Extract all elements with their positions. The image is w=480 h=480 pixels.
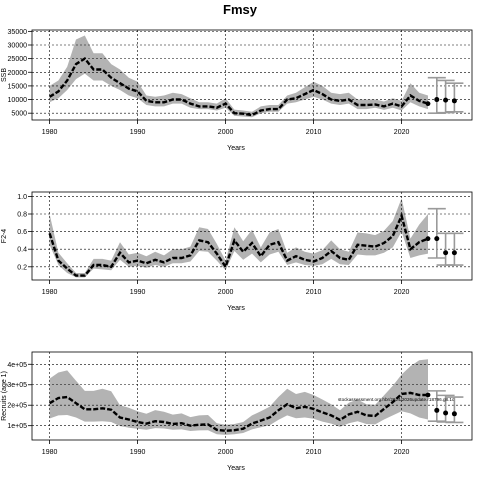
f24-y-axis-title: F2-4: [1, 229, 8, 244]
panel-recruits: 1980 1990 2000 2010 2020 1e+05 2e+05 3e+05 4e+05…: [1, 351, 473, 472]
x-tick-label: 2020: [394, 289, 410, 296]
forecast-point: [443, 410, 449, 416]
x-tick-label: 1990: [130, 289, 146, 296]
f24-last-point: [425, 236, 431, 242]
footnote-text: stockassessment.org.hbr/2024/2026update.…: [338, 397, 455, 402]
y-tick-label: 35000: [8, 29, 28, 36]
ssb-y-axis-title: SSB: [1, 68, 8, 82]
x-tick-label: 1980: [42, 289, 58, 296]
recruits-last-point: [425, 392, 431, 398]
panel-ssb: 1980 1990 2000 2010 2020 5000 10000 15000 20000 2…: [1, 29, 473, 152]
forecast-point: [434, 97, 440, 103]
recruits-plot-frame: [31, 351, 473, 441]
y-tick-label: 1e+05: [7, 423, 27, 430]
ssb-last-point: [425, 101, 431, 107]
x-tick-label: 2010: [306, 129, 322, 136]
x-tick-label: 2020: [394, 129, 410, 136]
panel-f24: 1980 1990 2000 2010 2020 0.2 0.4 0.6 0.8 1.0 Years…: [1, 191, 473, 312]
figure-title: Fmsy: [223, 2, 258, 17]
x-tick-label: 2010: [306, 289, 322, 296]
y-tick-label: 4e+05: [7, 362, 27, 369]
y-tick-label: 2e+05: [7, 403, 27, 410]
forecast-point: [443, 97, 449, 103]
recruits-y-axis-title: Recruits (age 1): [1, 371, 8, 421]
f24-estimate-line: [48, 212, 429, 277]
y-tick-label: 3e+05: [7, 382, 27, 389]
x-tick-label: 2010: [306, 449, 322, 456]
x-tick-label: 1980: [42, 129, 58, 136]
y-tick-label: 5000: [11, 111, 27, 118]
ssb-plot-frame: [31, 29, 473, 121]
y-tick-label: 0.2: [17, 264, 27, 271]
recruits-estimate-line: [48, 391, 428, 433]
x-tick-label: 1980: [42, 449, 58, 456]
ssb-x-axis-title: Years: [227, 145, 245, 152]
ssb-estimate-line: [48, 57, 429, 117]
x-tick-label: 2000: [218, 129, 234, 136]
y-tick-label: 15000: [8, 83, 28, 90]
forecast-point: [451, 98, 457, 104]
y-tick-label: 0.6: [17, 229, 27, 236]
forecast-point: [434, 407, 440, 413]
forecast-point: [434, 236, 440, 242]
forecast-point: [443, 250, 449, 256]
y-tick-label: 1.0: [17, 194, 27, 201]
f24-confidence-band: [49, 198, 428, 278]
x-tick-label: 1990: [130, 449, 146, 456]
y-tick-label: 10000: [8, 97, 28, 104]
x-tick-label: 1990: [130, 129, 146, 136]
y-tick-label: 0.4: [17, 247, 27, 254]
x-tick-label: 2000: [218, 449, 234, 456]
y-tick-label: 0.8: [17, 212, 27, 219]
f24-x-axis-title: Years: [227, 305, 245, 312]
x-tick-label: 2020: [394, 449, 410, 456]
recruits-x-axis-title: Years: [227, 465, 245, 472]
x-tick-label: 2000: [218, 289, 234, 296]
y-tick-label: 20000: [8, 70, 28, 77]
f24-plot-frame: [31, 191, 473, 281]
forecast-point: [451, 411, 457, 417]
y-tick-label: 25000: [8, 56, 28, 63]
y-tick-label: 30000: [8, 43, 28, 50]
forecast-point: [451, 250, 457, 256]
